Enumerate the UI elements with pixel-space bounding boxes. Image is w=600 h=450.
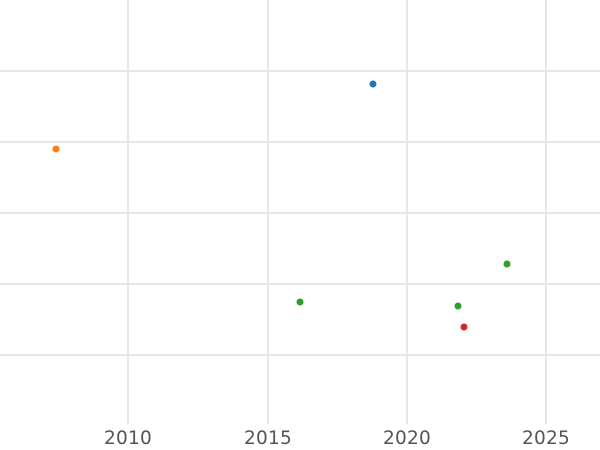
gridline-horizontal xyxy=(0,141,600,143)
gridline-vertical xyxy=(127,0,129,424)
gridline-horizontal xyxy=(0,354,600,356)
gridline-vertical xyxy=(267,0,269,424)
gridline-vertical xyxy=(545,0,547,424)
gridline-vertical xyxy=(406,0,408,424)
x-tick-label: 2025 xyxy=(522,428,570,449)
scatter-point-green xyxy=(454,302,462,310)
gridline-horizontal xyxy=(0,212,600,214)
scatter-point-red xyxy=(460,323,468,331)
scatter-point-green xyxy=(503,260,511,268)
x-tick-label: 2015 xyxy=(244,428,292,449)
gridline-horizontal xyxy=(0,283,600,285)
scatter-point-blue xyxy=(369,80,377,88)
scatter-point-green xyxy=(296,298,304,306)
x-tick-label: 2020 xyxy=(383,428,431,449)
scatter-point-orange xyxy=(52,145,60,153)
x-tick-label: 2010 xyxy=(104,428,152,449)
gridline-horizontal xyxy=(0,70,600,72)
